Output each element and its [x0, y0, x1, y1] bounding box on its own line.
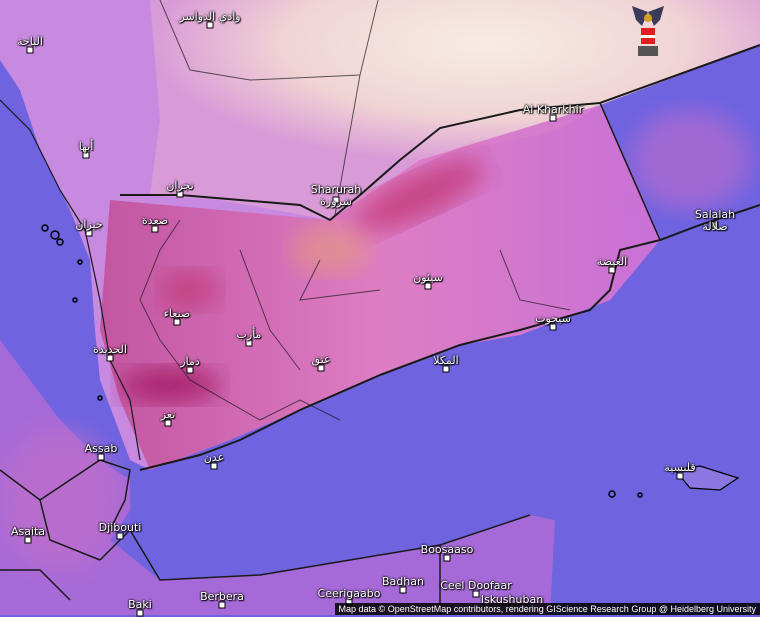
city-name: الغيضة [597, 256, 627, 268]
city-name: عتق [311, 354, 330, 366]
city-label: Asaita [11, 526, 45, 538]
city-name: المكلا [433, 355, 458, 367]
city-name: تعز [161, 409, 175, 421]
city-name: صعدة [142, 215, 168, 227]
city-name: أبها [79, 141, 94, 153]
city-label: وادي الدواسر [179, 11, 240, 23]
city-name: نجران [166, 180, 193, 192]
city-label: المكلا [433, 355, 458, 367]
city-label: عتق [311, 354, 330, 366]
city-label: Boosaaso [421, 544, 474, 556]
city-label: سيئون [413, 272, 443, 284]
city-name: وادي الدواسر [179, 11, 240, 23]
city-name: Djibouti [99, 522, 142, 534]
city-name: سيحوت [535, 313, 571, 325]
city-label: جيزان [75, 219, 102, 231]
city-label: Berbera [200, 591, 244, 603]
city-label: Ceel Doofaar [440, 580, 512, 592]
city-name: Badhan [382, 576, 424, 588]
city-name: الحديدة [93, 344, 127, 356]
city-label: قلنسية [664, 462, 695, 474]
city-name: Asaita [11, 526, 45, 538]
city-name: مأرب [237, 329, 262, 341]
city-label: الغيضة [597, 256, 627, 268]
city-name: Al Kharkhir [523, 104, 583, 116]
city-name: صنعاء [164, 308, 191, 320]
city-name: الباحة [17, 36, 43, 48]
city-name: Baki [128, 599, 152, 611]
city-label: Djibouti [99, 522, 142, 534]
city-label: Assab [85, 443, 118, 455]
city-name: قلنسية [664, 462, 695, 474]
city-label: ذمار [180, 356, 199, 368]
city-name: Boosaaso [421, 544, 474, 556]
city-label: أبها [79, 141, 94, 153]
city-label: الحديدة [93, 344, 127, 356]
city-label: Al Kharkhir [523, 104, 583, 116]
city-label: تعز [161, 409, 175, 421]
city-name: ذمار [180, 356, 199, 368]
city-label: Badhan [382, 576, 424, 588]
city-name: Berbera [200, 591, 244, 603]
city-label: صعدة [142, 215, 168, 227]
city-label: صنعاء [164, 308, 191, 320]
city-name: عدن [204, 452, 224, 464]
city-name: سيئون [413, 272, 443, 284]
city-label: عدن [204, 452, 224, 464]
city-name: Ceel Doofaar [440, 580, 512, 592]
city-label: Ceerigaabo [318, 588, 381, 600]
city-label: نجران [166, 180, 193, 192]
city-label: مأرب [237, 329, 262, 341]
city-name: Ceerigaabo [318, 588, 381, 600]
map-attribution: Map data © OpenStreetMap contributors, r… [335, 603, 760, 615]
city-name-arabic: شرورة [311, 196, 361, 208]
city-label: سيحوت [535, 313, 571, 325]
city-label: الباحة [17, 36, 43, 48]
city-label: Baki [128, 599, 152, 611]
city-name: Assab [85, 443, 118, 455]
yemen-eagle-emblem-logo [628, 4, 668, 62]
city-name: جيزان [75, 219, 102, 231]
city-name-arabic: صلالة [695, 221, 735, 233]
